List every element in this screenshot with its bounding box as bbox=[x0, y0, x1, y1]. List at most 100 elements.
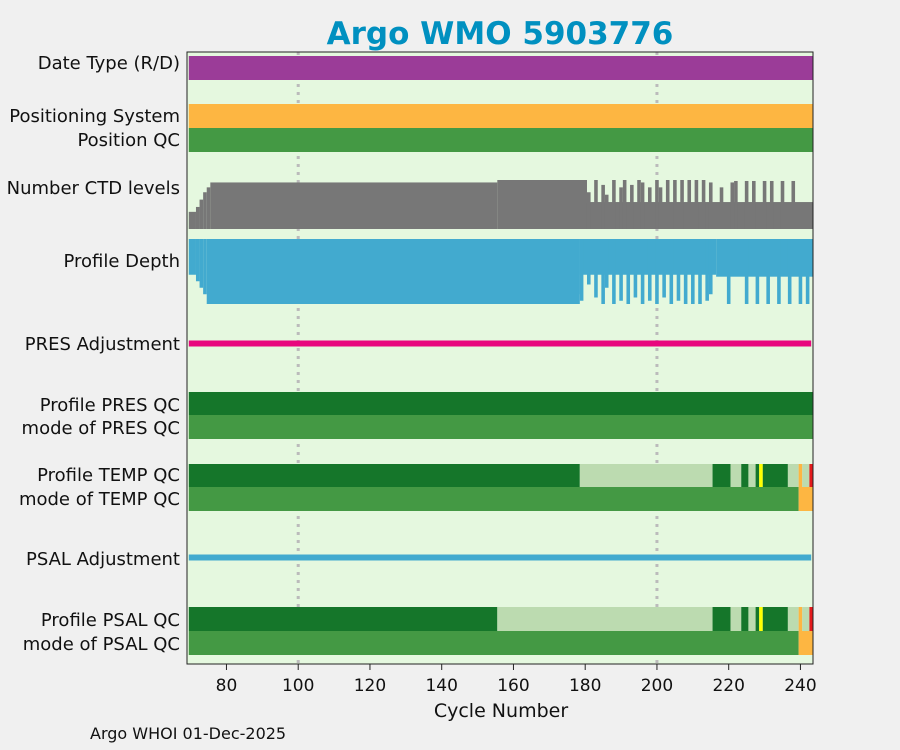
profile-depth-spike-27 bbox=[798, 239, 803, 304]
plot-frame bbox=[186, 51, 814, 665]
plot-area bbox=[186, 51, 814, 665]
x-tick-label: 200 bbox=[641, 676, 673, 696]
profile-depth-spike-16 bbox=[683, 239, 688, 304]
profile-depth-spike-2 bbox=[586, 239, 591, 285]
ctd-levels-spike-6 bbox=[622, 180, 627, 229]
profile-depth-spike-6 bbox=[612, 239, 616, 304]
row-label: PRES Adjustment bbox=[25, 334, 180, 355]
date-type-segment-0 bbox=[188, 56, 813, 80]
profile-psal-qc-segment-8 bbox=[762, 607, 788, 631]
x-tick-label: 100 bbox=[282, 676, 314, 696]
ctd-levels-spike-9 bbox=[640, 182, 645, 229]
profile-depth-bar-3 bbox=[203, 239, 207, 295]
profile-depth-spike-24 bbox=[766, 239, 770, 304]
profile-depth-spike-13 bbox=[662, 239, 666, 298]
profile-depth-spike-11 bbox=[647, 239, 652, 301]
ctd-levels-bar-6 bbox=[497, 180, 587, 229]
row-label: mode of TEMP QC bbox=[19, 489, 180, 510]
profile-depth-spike-1 bbox=[579, 239, 584, 301]
ctd-levels-spike-27 bbox=[780, 180, 785, 229]
ctd-levels-spike-25 bbox=[762, 180, 767, 229]
profile-depth-bar-4 bbox=[206, 239, 580, 304]
ctd-levels-spike-8 bbox=[637, 180, 641, 229]
ctd-levels-spike-22 bbox=[734, 180, 738, 229]
profile-depth-spike-17 bbox=[691, 239, 695, 304]
profile-depth-spike-18 bbox=[698, 239, 702, 304]
profile-psal-qc-segment-0 bbox=[188, 607, 498, 631]
x-tick-label: 120 bbox=[354, 676, 386, 696]
chart-title: Argo WMO 5903776 bbox=[327, 16, 674, 52]
profile-temp-qc-segment-5 bbox=[748, 464, 756, 487]
profile-temp-qc-segment-11 bbox=[802, 464, 810, 487]
profile-temp-qc-segment-2 bbox=[712, 464, 731, 487]
ctd-levels-spike-12 bbox=[658, 187, 663, 229]
ctd-levels-spike-17 bbox=[694, 180, 699, 229]
profile-psal-qc-segment-5 bbox=[748, 607, 756, 631]
profile-psal-qc-segment-2 bbox=[712, 607, 731, 631]
ctd-levels-bar-0 bbox=[188, 211, 196, 229]
row-label: Profile TEMP QC bbox=[37, 465, 180, 486]
mode-psal-qc-segment-0 bbox=[188, 631, 799, 655]
ctd-levels-bar-4 bbox=[206, 187, 211, 229]
ctd-levels-spike-2 bbox=[601, 184, 605, 229]
ctd-levels-bar-1 bbox=[195, 206, 200, 229]
position-qc-segment-0 bbox=[188, 128, 813, 152]
mode-pres-qc-segment-0 bbox=[188, 415, 813, 439]
profile-temp-qc-segment-6 bbox=[755, 464, 760, 487]
ctd-levels-spike-23 bbox=[744, 180, 749, 229]
profile-depth-spike-0 bbox=[576, 239, 580, 295]
x-axis-label: Cycle Number bbox=[434, 700, 568, 722]
ctd-levels-spike-13 bbox=[665, 180, 670, 229]
profile-depth-bar-2 bbox=[199, 239, 204, 288]
plot-background bbox=[187, 52, 813, 664]
ctd-levels-spike-21 bbox=[730, 182, 735, 229]
ctd-levels-spike-5 bbox=[619, 187, 623, 229]
ctd-levels-spike-28 bbox=[791, 180, 796, 229]
profile-depth-spike-28 bbox=[805, 239, 810, 304]
x-tick-label: 80 bbox=[216, 676, 238, 696]
profile-depth-spike-9 bbox=[633, 239, 638, 298]
profile-psal-qc-segment-10 bbox=[798, 607, 803, 631]
ctd-levels-spike-14 bbox=[673, 180, 677, 229]
profile-depth-spike-19 bbox=[705, 239, 709, 301]
row-label: Date Type (R/D) bbox=[38, 53, 180, 74]
row-label: Profile Depth bbox=[63, 251, 180, 272]
profile-depth-bar-0 bbox=[188, 239, 196, 275]
ctd-levels-bar-3 bbox=[203, 192, 207, 229]
profile-psal-qc-segment-1 bbox=[497, 607, 713, 631]
row-label: Profile PSAL QC bbox=[41, 610, 180, 631]
profile-pres-qc-segment-0 bbox=[188, 392, 813, 415]
profile-depth-spike-25 bbox=[777, 239, 781, 304]
profile-temp-qc-segment-3 bbox=[730, 464, 742, 487]
profile-temp-qc-segment-7 bbox=[759, 464, 763, 487]
ctd-levels-spike-24 bbox=[752, 180, 756, 229]
profile-temp-qc-segment-4 bbox=[741, 464, 749, 487]
ctd-levels-spike-0 bbox=[586, 192, 591, 229]
profile-temp-qc-segment-1 bbox=[579, 464, 713, 487]
positioning-system-segment-0 bbox=[188, 104, 813, 128]
row-labels: Date Type (R/D) Positioning System Positio… bbox=[7, 53, 180, 655]
profile-temp-qc-segment-10 bbox=[798, 464, 803, 487]
profile-depth-spike-4 bbox=[601, 239, 605, 304]
mode-temp-qc-segment-0 bbox=[188, 487, 799, 511]
footer-credit: Argo WHOI 01-Dec-2025 bbox=[90, 724, 287, 743]
row-label: Position QC bbox=[77, 130, 180, 151]
x-tick-label: 220 bbox=[712, 676, 744, 696]
mode-psal-qc-segment-1 bbox=[798, 631, 813, 655]
row-label: Positioning System bbox=[9, 106, 180, 127]
ctd-levels-spike-26 bbox=[769, 180, 774, 229]
ctd-levels-spike-10 bbox=[647, 187, 652, 229]
profile-temp-qc-segment-12 bbox=[809, 464, 813, 487]
x-axis: 80 100 120 140 160 180 200 220 240 bbox=[216, 664, 817, 696]
profile-psal-qc-segment-3 bbox=[730, 607, 742, 631]
profile-depth-bar-6 bbox=[716, 239, 813, 277]
profile-psal-qc-segment-11 bbox=[802, 607, 810, 631]
profile-depth-spike-3 bbox=[594, 239, 598, 298]
x-tick-label: 160 bbox=[497, 676, 529, 696]
profile-depth-spike-26 bbox=[787, 239, 792, 304]
ctd-levels-spike-4 bbox=[612, 180, 616, 229]
profile-psal-qc-segment-6 bbox=[755, 607, 760, 631]
profile-depth-spike-14 bbox=[669, 239, 674, 304]
row-label: Profile PRES QC bbox=[40, 395, 180, 416]
